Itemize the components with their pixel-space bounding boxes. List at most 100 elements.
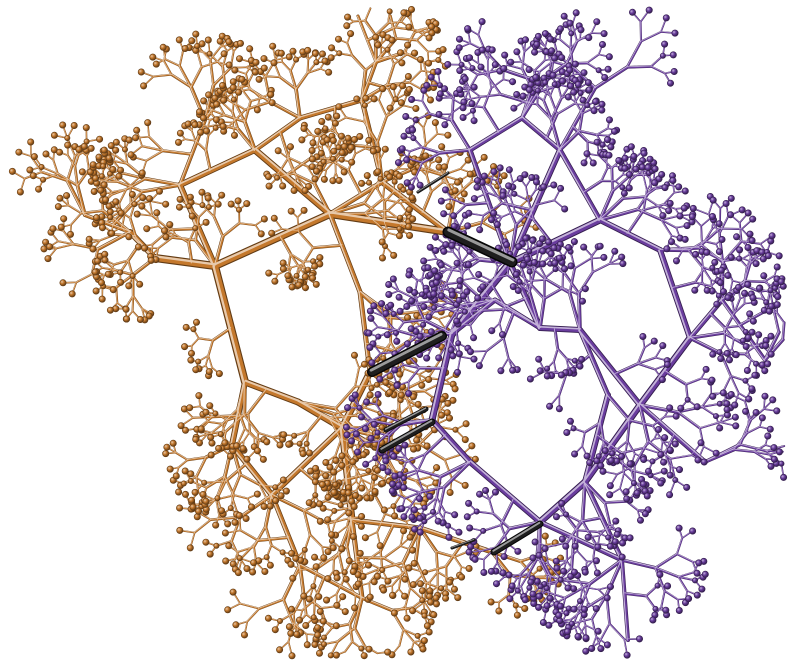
- orange-bond: [164, 58, 181, 67]
- orange-node: [46, 243, 54, 251]
- orange-bond: [233, 494, 249, 500]
- orange-bond: [236, 128, 257, 152]
- orange-node: [63, 192, 71, 200]
- orange-node: [276, 441, 284, 449]
- orange-node: [136, 315, 144, 323]
- orange-bond: [157, 236, 174, 249]
- orange-node: [405, 206, 413, 214]
- orange-bond: [418, 526, 494, 554]
- orange-node: [259, 455, 267, 463]
- orange-node: [480, 153, 488, 161]
- orange-node: [238, 75, 246, 83]
- orange-bond: [444, 459, 453, 480]
- orange-bond: [356, 14, 378, 64]
- orange-bond: [454, 556, 462, 568]
- orange-bond: [334, 407, 354, 428]
- orange-bond: [351, 55, 366, 71]
- orange-node: [89, 161, 97, 169]
- orange-bond: [435, 550, 456, 558]
- orange-node: [97, 186, 105, 194]
- orange-node: [176, 203, 184, 211]
- orange-bond: [426, 167, 445, 176]
- orange-node: [117, 209, 125, 217]
- orange-bond: [269, 425, 345, 498]
- orange-bond: [237, 408, 246, 430]
- orange-node: [78, 168, 86, 176]
- orange-bond: [186, 456, 208, 461]
- orange-bond: [316, 552, 340, 570]
- orange-node: [68, 290, 76, 298]
- orange-bond: [279, 235, 292, 256]
- orange-node: [410, 445, 418, 453]
- orange-bond: [243, 413, 260, 434]
- orange-node: [49, 225, 57, 233]
- orange-node: [500, 172, 508, 180]
- orange-node: [373, 381, 380, 388]
- orange-node: [99, 224, 107, 232]
- orange-bond: [345, 116, 366, 123]
- orange-bond: [190, 66, 203, 89]
- orange-bond: [75, 273, 93, 284]
- orange-node: [107, 214, 114, 221]
- orange-bond: [364, 7, 372, 22]
- orange-node: [274, 147, 282, 155]
- orange-network: [8, 6, 564, 660]
- orange-node: [198, 188, 206, 196]
- orange-node: [176, 195, 184, 203]
- orange-bond: [334, 438, 342, 457]
- orange-node: [57, 223, 65, 231]
- orange-bond: [178, 49, 184, 67]
- orange-node: [227, 200, 235, 208]
- orange-bond: [421, 191, 432, 213]
- orange-node: [54, 203, 62, 211]
- orange-bond: [328, 416, 342, 441]
- orange-node: [390, 251, 398, 259]
- orange-bond: [354, 384, 378, 388]
- orange-bond: [354, 147, 366, 154]
- orange-bond: [282, 563, 302, 601]
- orange-bond: [383, 545, 401, 559]
- orange-bond: [386, 63, 396, 86]
- orange-bond: [332, 558, 335, 572]
- orange-node: [196, 108, 204, 116]
- orange-bond: [328, 212, 362, 294]
- orange-node: [205, 91, 213, 99]
- orange-node: [208, 439, 216, 447]
- orange-bond: [207, 355, 212, 368]
- orange-bond: [211, 326, 233, 342]
- orange-bond: [191, 130, 196, 142]
- orange-bond: [428, 571, 439, 583]
- orange-bond: [67, 204, 82, 214]
- orange-node: [235, 88, 243, 96]
- orange-bond: [230, 473, 242, 497]
- orange-node: [309, 139, 317, 147]
- orange-node: [122, 146, 129, 153]
- orange-bond: [221, 222, 241, 238]
- orange-bond: [163, 60, 172, 76]
- orange-bond: [312, 567, 319, 587]
- orange-bond: [378, 99, 387, 117]
- orange-node: [286, 143, 294, 151]
- orange-bond: [334, 439, 341, 456]
- orange-bond: [212, 263, 248, 385]
- orange-bond: [207, 355, 213, 369]
- orange-bond: [194, 519, 211, 533]
- orange-bond: [207, 421, 224, 425]
- orange-bond: [297, 230, 315, 249]
- orange-bond: [344, 641, 353, 652]
- orange-bond: [328, 213, 360, 294]
- orange-node: [396, 225, 403, 232]
- orange-node: [451, 385, 459, 393]
- orange-bond: [281, 62, 291, 72]
- orange-node: [265, 182, 273, 190]
- orange-node: [143, 225, 151, 233]
- orange-bond: [243, 100, 252, 123]
- orange-atoms: [8, 6, 564, 660]
- orange-node: [406, 232, 414, 240]
- orange-bond: [76, 273, 93, 283]
- orange-node: [365, 467, 372, 474]
- orange-bond: [244, 379, 300, 402]
- orange-bond: [223, 114, 246, 123]
- orange-bond: [264, 493, 274, 528]
- orange-bond: [145, 149, 164, 161]
